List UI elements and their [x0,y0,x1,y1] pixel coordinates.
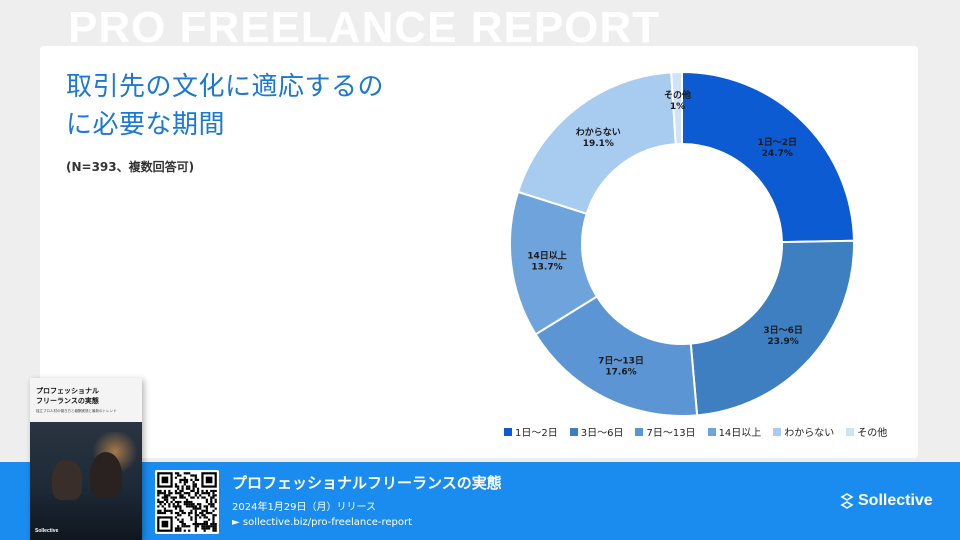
legend-swatch-6 [846,427,855,436]
footer-link[interactable]: ► sollective.biz/pro-freelance-report [232,517,413,528]
sample-note: (N=393、複数回答可) [66,160,195,174]
legend-item-2: 3日〜6日 [569,424,624,439]
cover-subtitle: 独立プロ人材の働き方と報酬実態と最新のトレンド [36,409,117,413]
slice-category-label-6: その他 [664,89,691,101]
slice-category-label-2: 3日〜6日 [763,325,803,336]
slice-category-label-5: わからない [576,127,621,138]
slice-category-label-3: 7日〜13日 [598,356,644,367]
slice-category-label-4: 14日以上 [527,250,567,262]
legend-item-4: 14日以上 [707,424,762,439]
legend-label-6: その他 [857,428,888,439]
report-cover-thumbnail: プロフェッショナル フリーランスの実態 独立プロ人材の働き方と報酬実態と最新のトレ… [30,378,142,540]
legend-label-1: 1日〜2日 [515,428,558,439]
legend-label-5: わからない [784,428,835,439]
donut-slice-2 [689,239,855,417]
slice-value-label-4: 13.7% [531,263,562,273]
cover-title-line-1: プロフェッショナル [36,387,99,395]
qr-code-icon[interactable] [155,470,219,534]
chart-title: 取引先の文化に適応するの に必要な期間 [66,68,384,144]
cover-title-line-2: フリーランスの実態 [36,397,99,405]
cover-logo: Sollective [35,528,59,534]
chart-title-line-2: に必要な期間 [66,110,226,140]
brand-logo: Sollective [840,492,933,510]
legend-swatch-1 [504,427,512,436]
slice-value-label-2: 23.9% [768,337,799,347]
footer-date: 2024年1月29日（月）リリース [232,502,377,513]
chart-legend: 1日〜2日 3日〜6日 7日〜13日 14日以上 わからない その他 [504,424,887,439]
report-watermark: PRO FREELANCE REPORT [68,3,661,52]
cover-title: プロフェッショナル フリーランスの実態 [36,386,136,406]
donut-slice-1 [681,70,855,244]
legend-item-3: 7日〜13日 [635,424,696,439]
legend-swatch-5 [773,427,782,436]
legend-swatch-2 [569,427,578,436]
legend-item-5: わからない [773,424,834,439]
chart-title-line-1: 取引先の文化に適応するの [66,72,385,102]
slice-value-label-3: 17.6% [605,368,636,378]
legend-item-1: 1日〜2日 [504,424,558,439]
donut-slice-6 [670,70,683,146]
legend-label-4: 14日以上 [718,428,762,439]
slice-value-label-6: 1% [670,102,685,112]
legend-label-2: 3日〜6日 [580,428,624,439]
sollective-logo-icon [840,493,854,509]
slice-category-label-1: 1日〜2日 [757,137,797,148]
legend-label-3: 7日〜13日 [646,428,696,439]
cover-photo [30,422,142,540]
legend-swatch-4 [707,427,716,436]
slice-value-label-5: 19.1% [583,139,614,149]
footer-title: プロフェッショナルフリーランスの実態 [232,474,502,492]
legend-item-6: その他 [846,424,887,439]
slice-value-label-1: 24.7% [762,149,793,159]
legend-swatch-3 [635,427,644,436]
footer-banner: プロフェッショナルフリーランスの実態 2024年1月29日（月）リリース ► s… [0,462,960,540]
brand-name: Sollective [858,492,933,509]
